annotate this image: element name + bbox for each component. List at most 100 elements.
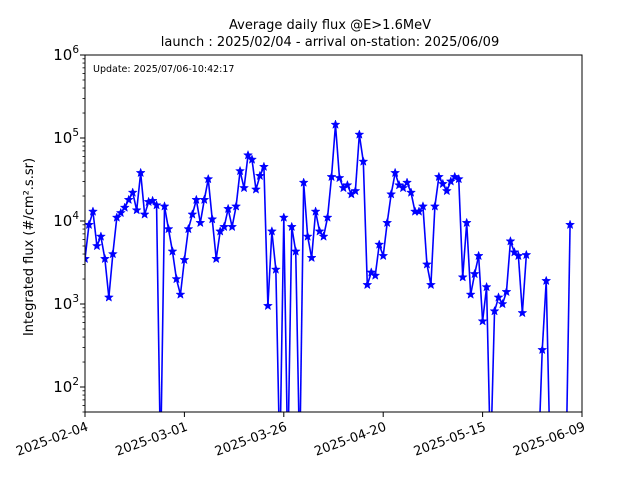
series-segment [135,172,142,211]
series-segment [334,124,341,179]
data-point [246,154,258,164]
series-segment [263,166,269,306]
data-point [95,231,106,241]
series-segment [235,170,241,207]
series-segment [211,219,218,259]
data-point [477,315,488,326]
data-point [183,223,194,234]
series-segment [85,224,90,259]
series-segment [155,205,161,412]
series-segment [299,182,305,412]
series-segment [302,182,309,237]
y-axis-label: Integrated flux (#/cm².s.sr) [22,158,37,336]
series-segment [199,199,206,223]
series-segment [330,124,337,177]
data-point [521,249,532,260]
data-point [465,289,476,299]
y-tick-label: 103 [53,293,79,313]
series-segment [457,179,464,278]
data-point [151,199,162,210]
series-segment [275,269,280,412]
series-segment [362,161,369,285]
data-point [429,201,440,211]
data-point [227,221,238,232]
data-point [517,307,528,318]
data-point [405,187,417,197]
series-segment [92,211,98,247]
data-point [322,212,333,222]
series-segment [477,255,484,322]
series-segment [171,251,178,280]
series-segment [207,178,214,220]
series-segment [434,176,440,207]
data-point [473,250,484,261]
plot-frame [84,54,583,413]
data-point [167,246,178,256]
data-point [565,219,576,230]
data-point [425,279,436,290]
data-point [147,195,158,206]
data-point [103,292,114,302]
series-segment [386,194,392,223]
series-segment [100,236,106,259]
data-point [306,252,317,263]
data-point [350,185,361,196]
series-segment [430,206,436,285]
data-point [262,300,273,311]
data-point [537,344,548,355]
series-segment [287,226,293,412]
data-point [445,176,456,186]
plot-area [85,119,576,412]
data-point [135,167,146,178]
series-segment [382,222,388,256]
data-point [115,207,126,218]
data-point [362,279,373,290]
data-point [497,298,508,309]
series-segment [517,255,524,314]
series-segment [108,253,114,298]
data-point [421,259,432,269]
data-point [398,182,409,193]
data-point [378,250,389,261]
series-segment [163,206,170,230]
data-point [413,206,425,216]
data-point [203,173,214,184]
data-point [541,275,552,286]
y-tick-label: 102 [53,376,79,396]
series-segment [215,231,221,259]
data-point [449,171,460,182]
data-point [318,231,329,241]
data-point [386,188,397,199]
data-point [310,206,321,216]
data-point [211,253,222,264]
data-point [342,179,353,190]
series-segment [279,217,285,412]
data-point [493,292,504,302]
data-point [370,270,381,280]
data-point [433,171,444,182]
series-segment [374,244,381,276]
data-point [441,185,452,196]
data-point [99,253,110,264]
data-point [163,223,174,234]
series-segment [491,311,496,412]
data-point [107,248,118,259]
data-point [382,217,393,228]
data-point [223,203,234,214]
series-segment [326,176,333,218]
data-point [242,149,254,160]
data-point [469,268,480,279]
data-point [453,173,464,184]
series-segment [179,259,186,295]
data-point [286,221,297,232]
data-point [278,212,289,222]
data-point [159,201,170,211]
series-segment [566,224,571,412]
data-point [91,240,102,251]
data-point [187,209,198,219]
series-segment [541,280,548,350]
series-segment [521,254,528,314]
series-segment [251,159,257,190]
